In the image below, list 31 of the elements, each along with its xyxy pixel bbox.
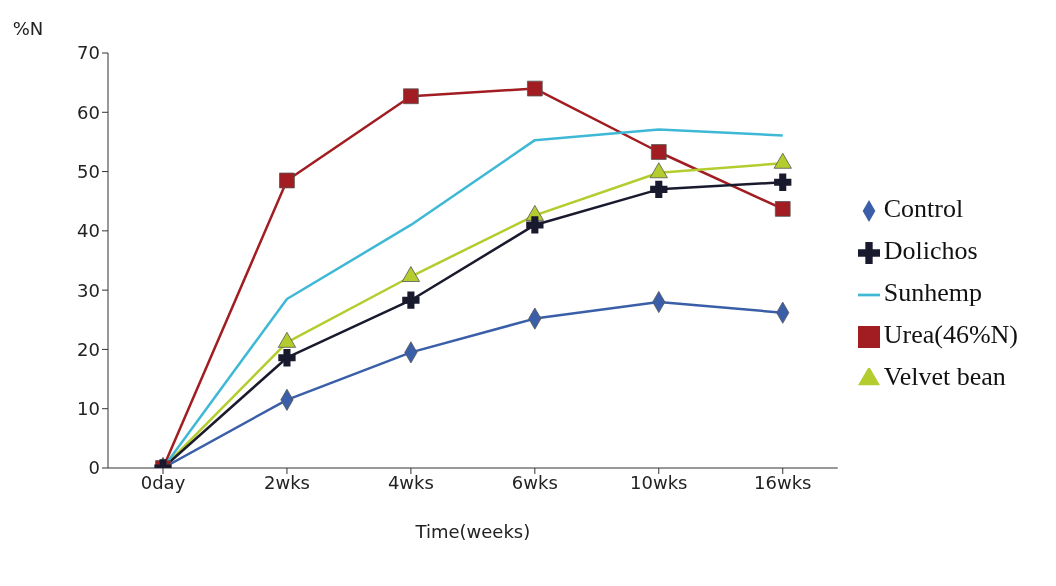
x-tick-label: 10wks (630, 471, 688, 493)
legend-label: Velvet bean (883, 362, 1006, 391)
point (774, 173, 792, 191)
point (278, 349, 296, 367)
y-tick-label: 70 (77, 42, 100, 64)
y-tick-label: 20 (77, 338, 100, 360)
point (650, 180, 668, 199)
y-tick-label: 30 (77, 279, 100, 301)
x-tick-label: 4wks (387, 471, 434, 493)
x-tick-label: 6wks (511, 471, 558, 493)
point (279, 172, 295, 189)
point (402, 291, 420, 309)
legend-label: Urea(46%N) (883, 320, 1018, 349)
y-tick-label: 10 (77, 398, 100, 420)
x-tick-label: 2wks (263, 471, 310, 493)
point (650, 144, 667, 160)
y-tick-label: 0 (88, 457, 100, 479)
legend-label: Control (883, 194, 964, 223)
point (403, 88, 419, 105)
legend-label: Sunhemp (883, 278, 982, 307)
point (527, 80, 543, 97)
y-axis-title: %N (12, 18, 44, 39)
point (526, 216, 544, 234)
y-tick-label: 60 (77, 101, 100, 123)
y-tick-label: 50 (77, 160, 100, 182)
point (774, 201, 791, 217)
x-tick-label: 16wks (754, 471, 812, 493)
x-tick-label: 0day (140, 471, 186, 493)
y-tick-label: 40 (77, 220, 100, 242)
x-axis-title: Time(weeks) (414, 521, 531, 542)
legend-label: Dolichos (883, 236, 978, 265)
